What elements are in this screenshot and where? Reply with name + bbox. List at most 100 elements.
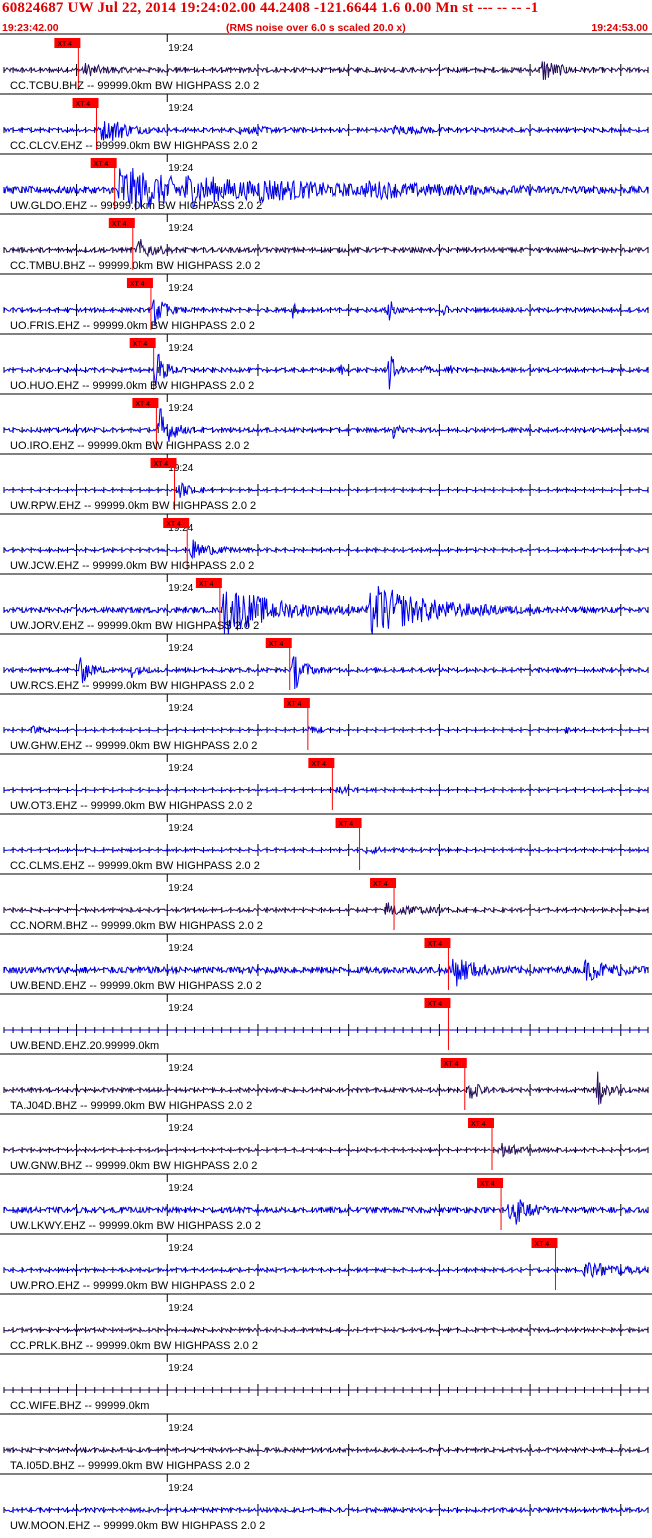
pick-flag <box>163 518 190 528</box>
pick-flag <box>108 218 135 228</box>
pick-flag <box>424 938 451 948</box>
station-label: TA.J04D.BHZ -- 99999.0km BW HIGHPASS 2.0… <box>10 1100 252 1112</box>
waveform <box>3 1446 649 1454</box>
minute-label: 19:24 <box>168 883 193 894</box>
pick-label: XT 4 <box>112 221 127 228</box>
station-label: CC.NORM.BHZ -- 99999.0km BW HIGHPASS 2.0… <box>10 920 263 932</box>
waveform <box>3 1262 649 1279</box>
waveform <box>3 1199 649 1225</box>
pick-label: XT 4 <box>57 41 72 48</box>
pick-flag <box>150 458 177 468</box>
station-label: CC.CLCV.EHZ -- 99999.0km BW HIGHPASS 2.0… <box>10 140 258 152</box>
pick-flag <box>54 38 81 48</box>
station-label: UO.HUO.EHZ -- 99999.0km BW HIGHPASS 2.0 … <box>10 380 254 392</box>
station-label: UW.RCS.EHZ -- 99999.0km BW HIGHPASS 2.0 … <box>10 680 254 692</box>
pick-label: XT 4 <box>199 581 214 588</box>
station-label: CC.TCBU.BHZ -- 99999.0km BW HIGHPASS 2.0… <box>10 80 259 92</box>
station-label: CC.TMBU.BHZ -- 99999.0km BW HIGHPASS 2.0… <box>10 260 260 272</box>
station-label: CC.CLMS.EHZ -- 99999.0km BW HIGHPASS 2.0… <box>10 860 260 872</box>
pick-label: XT 4 <box>130 281 145 288</box>
minute-label: 19:24 <box>168 283 193 294</box>
waveform <box>3 539 649 560</box>
minute-label: 19:24 <box>168 103 193 114</box>
minute-label: 19:24 <box>168 583 193 594</box>
station-label: UW.GHW.EHZ -- 99999.0km BW HIGHPASS 2.0 … <box>10 740 257 752</box>
station-label: UW.GNW.BHZ -- 99999.0km BW HIGHPASS 2.0 … <box>10 1160 257 1172</box>
pick-flag <box>132 398 159 408</box>
pick-label: XT 4 <box>269 641 284 648</box>
minute-label: 19:24 <box>168 223 193 234</box>
pick-flag <box>265 638 292 648</box>
minute-label: 19:24 <box>168 1303 193 1314</box>
pick-label: XT 4 <box>427 1001 442 1008</box>
pick-label: XT 4 <box>311 761 326 768</box>
minute-label: 19:24 <box>168 463 193 474</box>
end-time: 19:24:53.00 <box>591 22 648 34</box>
minute-label: 19:24 <box>168 643 193 654</box>
minute-label: 19:24 <box>168 1063 193 1074</box>
waveform <box>3 299 649 327</box>
pick-label: XT 4 <box>135 401 150 408</box>
pick-flag <box>440 1058 467 1068</box>
station-label: CC.PRLK.BHZ -- 99999.0km BW HIGHPASS 2.0… <box>10 1340 258 1352</box>
minute-label: 19:24 <box>168 163 193 174</box>
station-label: UW.BEND.EHZ -- 99999.0km BW HIGHPASS 2.0… <box>10 980 262 992</box>
minute-label: 19:24 <box>168 943 193 954</box>
waveform <box>3 785 649 795</box>
pick-label: XT 4 <box>427 941 442 948</box>
waveform <box>3 902 649 916</box>
waveform <box>3 481 649 498</box>
station-label: UW.MOON.EHZ -- 99999.0km BW HIGHPASS 2.0… <box>10 1520 265 1532</box>
start-time: 19:23:42.00 <box>2 22 59 34</box>
pick-flag <box>129 338 156 348</box>
pick-flag <box>308 758 335 768</box>
station-label: UW.RPW.EHZ -- 99999.0km BW HIGHPASS 2.0 … <box>10 500 256 512</box>
pick-flag <box>531 1238 558 1248</box>
station-label: UW.GLDO.EHZ -- 99999.0km BW HIGHPASS 2.0… <box>10 200 262 212</box>
pick-label: XT 4 <box>287 701 302 708</box>
minute-label: 19:24 <box>168 703 193 714</box>
pick-flag <box>370 878 397 888</box>
minute-label: 19:24 <box>168 823 193 834</box>
pick-label: XT 4 <box>133 341 148 348</box>
station-label: UW.LKWY.EHZ -- 99999.0km BW HIGHPASS 2.0… <box>10 1220 261 1232</box>
pick-flag <box>283 698 310 708</box>
pick-flag <box>467 1118 494 1128</box>
pick-flag <box>424 998 451 1008</box>
waveform <box>3 1142 649 1158</box>
waveform <box>3 845 649 855</box>
pick-label: XT 4 <box>154 461 169 468</box>
pick-flag <box>126 278 153 288</box>
minute-label: 19:24 <box>168 1183 193 1194</box>
pick-flag <box>195 578 222 588</box>
station-label: UW.JORV.EHZ -- 99999.0km BW HIGHPASS 2.0… <box>10 620 259 632</box>
waveform <box>3 408 649 442</box>
station-label: TA.I05D.BHZ -- 99999.0km BW HIGHPASS 2.0… <box>10 1460 250 1472</box>
pick-label: XT 4 <box>534 1241 549 1248</box>
minute-label: 19:24 <box>168 1243 193 1254</box>
waveform <box>3 121 649 142</box>
pick-label: XT 4 <box>339 821 354 828</box>
minute-label: 19:24 <box>168 1363 193 1374</box>
waveform <box>4 725 649 735</box>
pick-label: XT 4 <box>166 521 181 528</box>
station-label: UW.OT3.EHZ -- 99999.0km BW HIGHPASS 2.0 … <box>10 800 252 812</box>
station-label: UW.BEND.EHZ.20.99999.0km <box>10 1040 159 1052</box>
pick-label: XT 4 <box>76 101 91 108</box>
pick-label: XT 4 <box>373 881 388 888</box>
minute-label: 19:24 <box>168 763 193 774</box>
station-label: UO.FRIS.EHZ -- 99999.0km BW HIGHPASS 2.0… <box>10 320 255 332</box>
scaling-note: (RMS noise over 6.0 s scaled 20.0 x) <box>226 22 406 34</box>
pick-label: XT 4 <box>480 1181 495 1188</box>
waveform <box>3 353 649 390</box>
waveform <box>3 656 649 690</box>
waveform <box>3 1071 649 1105</box>
event-title: 60824687 UW Jul 22, 2014 19:24:02.00 44.… <box>2 0 539 16</box>
pick-label: XT 4 <box>471 1121 486 1128</box>
pick-label: XT 4 <box>94 161 109 168</box>
station-label: UW.PRO.EHZ -- 99999.0km BW HIGHPASS 2.0 … <box>10 1280 255 1292</box>
waveform <box>3 167 649 211</box>
minute-label: 19:24 <box>168 1123 193 1134</box>
minute-label: 19:24 <box>168 1483 193 1494</box>
